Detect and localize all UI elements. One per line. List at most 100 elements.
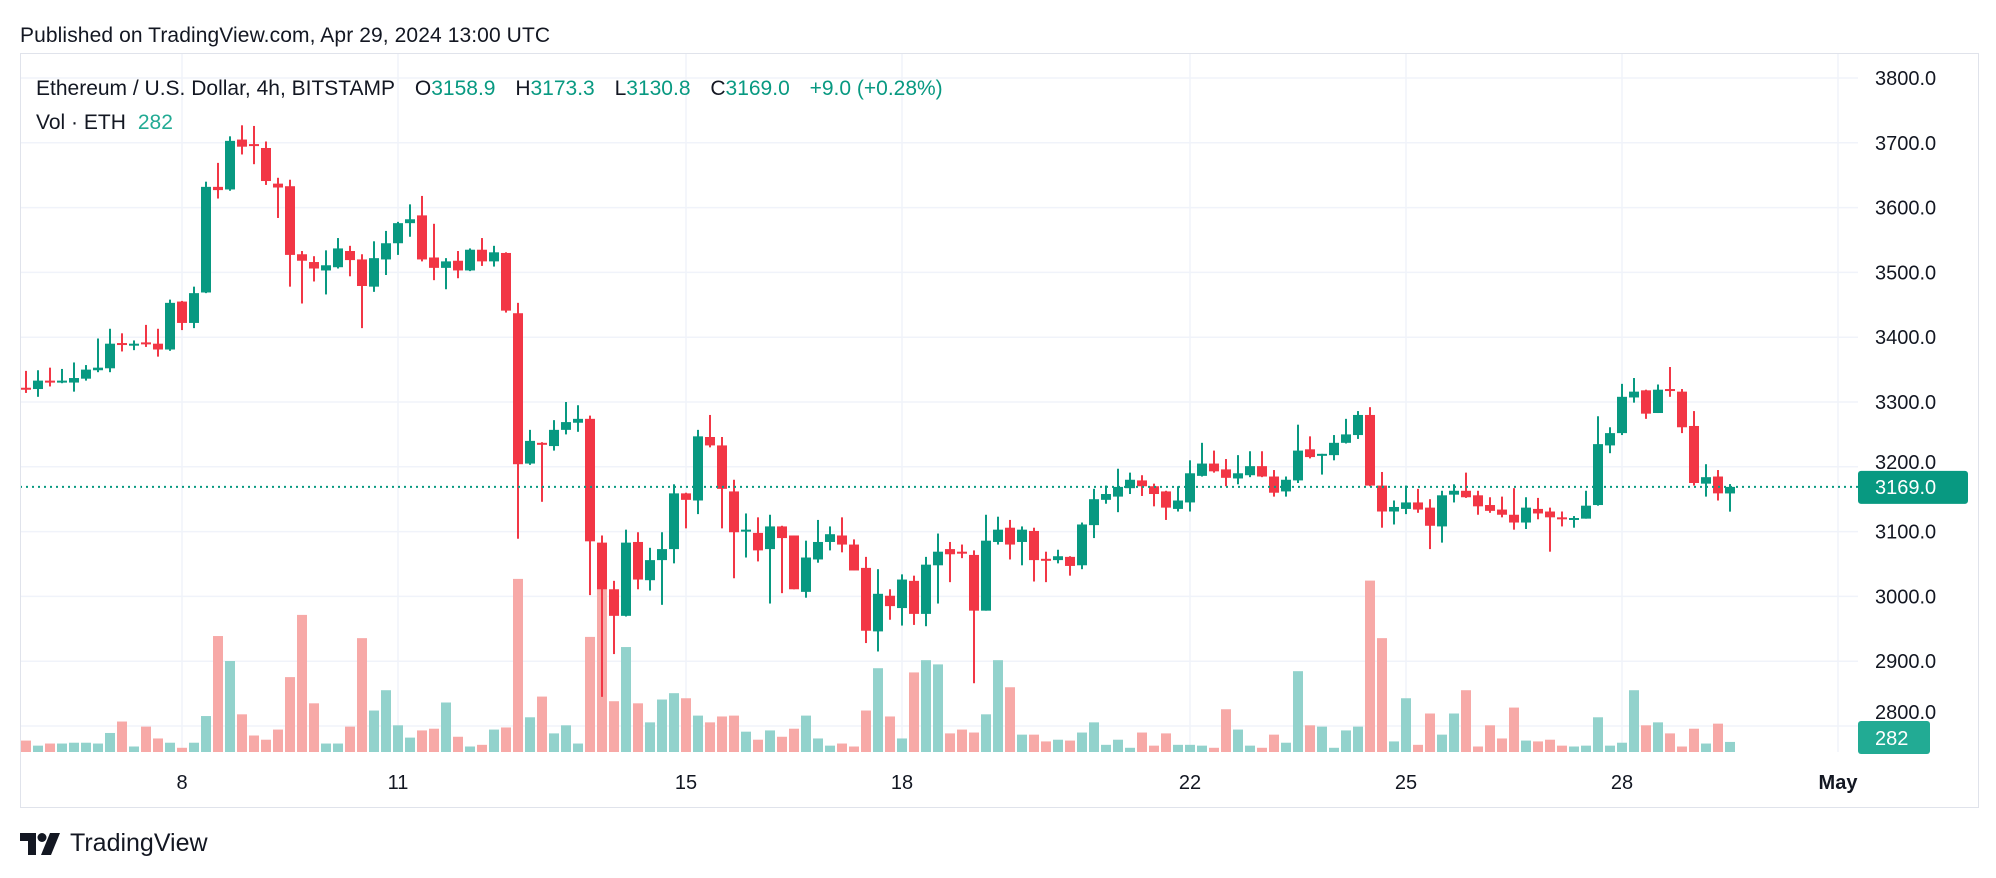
volume-bar [645,722,655,752]
candle [1005,519,1015,560]
volume-bar [165,742,175,752]
candle [225,136,235,191]
candle [909,575,919,625]
candle [933,533,943,604]
candle-body [201,186,211,293]
volume-bar [897,738,907,752]
candle-wick [445,258,447,290]
volume-bar [321,743,331,752]
volume-bar [285,677,295,752]
candle [777,525,787,594]
candle-body [873,593,883,632]
candle-body [1593,444,1603,506]
candle [1065,556,1075,576]
candle [1113,468,1123,513]
candle [1449,484,1459,503]
candle [1353,411,1363,439]
volume-bar [705,722,715,752]
time-tick-label: 22 [1179,772,1201,794]
candle [1317,453,1327,475]
candle [237,125,247,155]
time-tick-label: 11 [388,772,409,794]
low-label: L [614,77,627,100]
candle-body [549,429,559,447]
candle [1521,497,1531,530]
candle-body [1029,530,1039,561]
candle [21,370,31,393]
candle-body [1725,486,1735,494]
candle-body [405,219,415,224]
volume-bar [1329,747,1339,752]
volume-bar [57,743,67,752]
last-price-label: 3169.0 [1875,477,1936,499]
candle-body [1629,391,1639,398]
tradingview-logo[interactable]: TradingView [20,829,208,858]
candle-body [453,260,463,271]
candle [345,245,355,277]
candle-body [501,252,511,311]
volume-bar [333,743,343,752]
price-tick-label: 2900.0 [1875,651,1936,673]
open-label: O [414,77,432,100]
grid [20,54,1858,752]
candle-wick [1261,451,1263,478]
price-axis[interactable]: 3800.0 3700.0 3600.0 3500.0 3400.0 3300.0 3200… [1875,68,1936,724]
last-volume-badge [1858,721,1930,754]
candle-body [1305,449,1315,458]
candle-body [1413,502,1423,510]
volume-bar [1461,690,1471,752]
volume-bar [1041,741,1051,752]
candle [1617,383,1627,436]
volume-legend: Vol · ETH 282 [36,111,173,135]
candle [1497,496,1507,518]
price-tick-label: 3700.0 [1875,133,1936,155]
volume-bar [729,715,739,752]
candle-wick [1465,472,1467,498]
candle-wick [73,362,75,392]
candle-body [1101,494,1111,500]
volume-bar [33,745,43,752]
volume-bar [1137,732,1147,752]
volume-bar [141,726,151,752]
candle-wick [1321,453,1323,475]
candle-body [693,436,703,501]
volume-bar [537,696,547,752]
candle-body [1449,490,1459,495]
candle-body [885,595,895,607]
candle [525,429,535,465]
volume-bar [93,743,103,752]
candle [141,324,151,347]
candle-body [609,589,619,616]
candle-wick [973,550,975,684]
logo-text: TradingView [70,829,208,857]
volume-bar [1269,734,1279,752]
symbol-title: Ethereum / U.S. Dollar, 4h, BITSTAMP [36,77,396,100]
volume-bar [201,716,211,752]
volume-bar [1017,734,1027,752]
candle [1545,507,1555,552]
candle-wick [1669,367,1671,397]
candle [801,540,811,598]
candle-wick [1249,451,1251,478]
candle-body [813,541,823,560]
candle [885,589,895,620]
candle-body [849,544,859,571]
candle [1389,500,1399,525]
candle [681,492,691,529]
candle-body [1701,477,1711,484]
candle-body [945,549,955,555]
volume-bar [573,743,583,752]
candle-body [1605,433,1615,446]
candle [165,299,175,351]
candle-body [1089,499,1099,526]
candle-body [69,378,79,383]
low-value: 3130.8 [626,77,691,100]
time-axis[interactable]: 8 11 15 18 22 25 28 May [176,772,1858,794]
volume-bar [489,729,499,752]
candle [1293,424,1303,483]
candle-wick [745,513,747,558]
candle-body [1365,414,1375,486]
volume-bar [1545,739,1555,752]
candle-body [1545,511,1555,518]
